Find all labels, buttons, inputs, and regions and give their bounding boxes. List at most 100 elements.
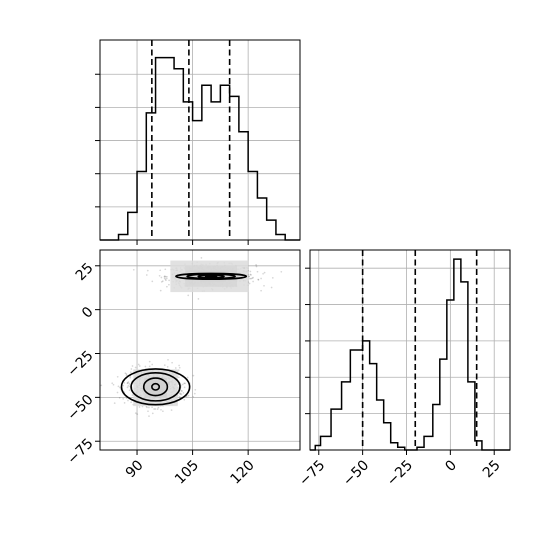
panel-hist-x-histogram: [100, 56, 300, 241]
sample-point: [183, 382, 186, 385]
sample-point: [147, 410, 149, 413]
sample-point: [151, 363, 154, 366]
sample-point: [200, 257, 203, 259]
sample-point: [134, 412, 137, 414]
panel-hist-y-frame: [309, 249, 511, 451]
sample-point: [178, 364, 180, 367]
sample-point: [181, 390, 183, 392]
sample-point: [167, 358, 169, 361]
sample-point: [145, 274, 148, 276]
sample-point: [179, 392, 182, 395]
sample-point: [144, 365, 147, 368]
sample-point: [192, 374, 195, 377]
sample-point: [151, 406, 153, 409]
sample-point: [249, 277, 251, 280]
histogram-step-line: [100, 56, 300, 241]
sample-point: [179, 393, 182, 396]
sample-point: [252, 276, 254, 279]
sample-point: [123, 382, 126, 384]
sample-point: [158, 274, 161, 277]
sample-point: [170, 409, 173, 411]
sample-point: [156, 408, 159, 410]
panel-hist-y-quantiles: [361, 250, 478, 450]
sample-point: [164, 268, 167, 271]
sample-point: [186, 376, 189, 379]
sample-point: [112, 383, 115, 386]
sample-point: [146, 269, 149, 272]
sample-point: [130, 368, 133, 370]
sample-point: [151, 280, 154, 283]
sample-point: [194, 388, 197, 391]
sample-point: [151, 412, 154, 415]
sample-point: [128, 389, 131, 392]
sample-point: [122, 397, 125, 400]
sample-point: [134, 366, 137, 369]
sample-point: [177, 376, 180, 379]
density-contour: [151, 382, 161, 391]
sample-point: [161, 280, 164, 282]
sample-point: [270, 286, 273, 289]
sample-point: [148, 365, 151, 368]
sample-point: [127, 399, 129, 402]
sample-point: [153, 408, 155, 410]
density-contour: [120, 368, 191, 406]
sample-point: [137, 363, 140, 366]
sample-point: [166, 285, 168, 288]
sample-point: [122, 384, 124, 387]
sample-point: [171, 361, 173, 364]
sample-point: [119, 386, 121, 389]
sample-point: [160, 408, 162, 411]
sample-point: [160, 281, 163, 283]
sample-point: [183, 386, 186, 389]
sample-point: [178, 366, 181, 369]
sample-point: [252, 280, 254, 283]
panel-joint-frame: [99, 249, 301, 451]
panel-hist-x-quantiles: [151, 40, 231, 240]
sample-point: [154, 408, 157, 410]
sample-point: [251, 277, 254, 280]
sample-point: [163, 364, 166, 366]
sample-point: [177, 369, 180, 371]
sample-point: [248, 275, 250, 278]
sample-point: [118, 397, 121, 399]
sample-point: [124, 372, 127, 375]
sample-point: [257, 278, 260, 281]
sample-point: [127, 381, 130, 383]
density-contour: [197, 274, 225, 279]
sample-point: [123, 402, 126, 404]
density-contour: [175, 272, 248, 280]
sample-point: [136, 413, 139, 415]
sample-point: [280, 270, 283, 273]
panel-joint-contours: [120, 272, 248, 406]
sample-point: [249, 273, 252, 276]
sample-point: [165, 277, 168, 280]
sample-point: [130, 401, 132, 404]
sample-point: [159, 269, 162, 272]
sample-point: [100, 384, 103, 387]
sample-point: [126, 382, 129, 385]
sample-point: [148, 360, 151, 363]
panel-hist-x-background: [100, 40, 300, 240]
density-contour: [130, 372, 181, 402]
sample-point: [113, 402, 116, 404]
sample-point: [187, 394, 190, 397]
sample-point: [138, 406, 141, 408]
sample-point: [166, 366, 169, 368]
sample-point: [128, 383, 131, 385]
sample-point: [178, 395, 181, 398]
sample-point: [168, 283, 170, 286]
sample-point: [159, 289, 162, 292]
sample-point: [126, 386, 129, 389]
sample-point: [165, 279, 167, 282]
sample-point: [250, 277, 252, 280]
sample-point: [131, 365, 134, 367]
sample-point: [184, 382, 186, 385]
sample-point: [255, 264, 257, 266]
sample-point: [249, 270, 252, 273]
sample-point: [131, 394, 134, 396]
sample-point: [148, 406, 150, 409]
sample-point: [163, 275, 166, 277]
sample-point: [263, 271, 266, 274]
